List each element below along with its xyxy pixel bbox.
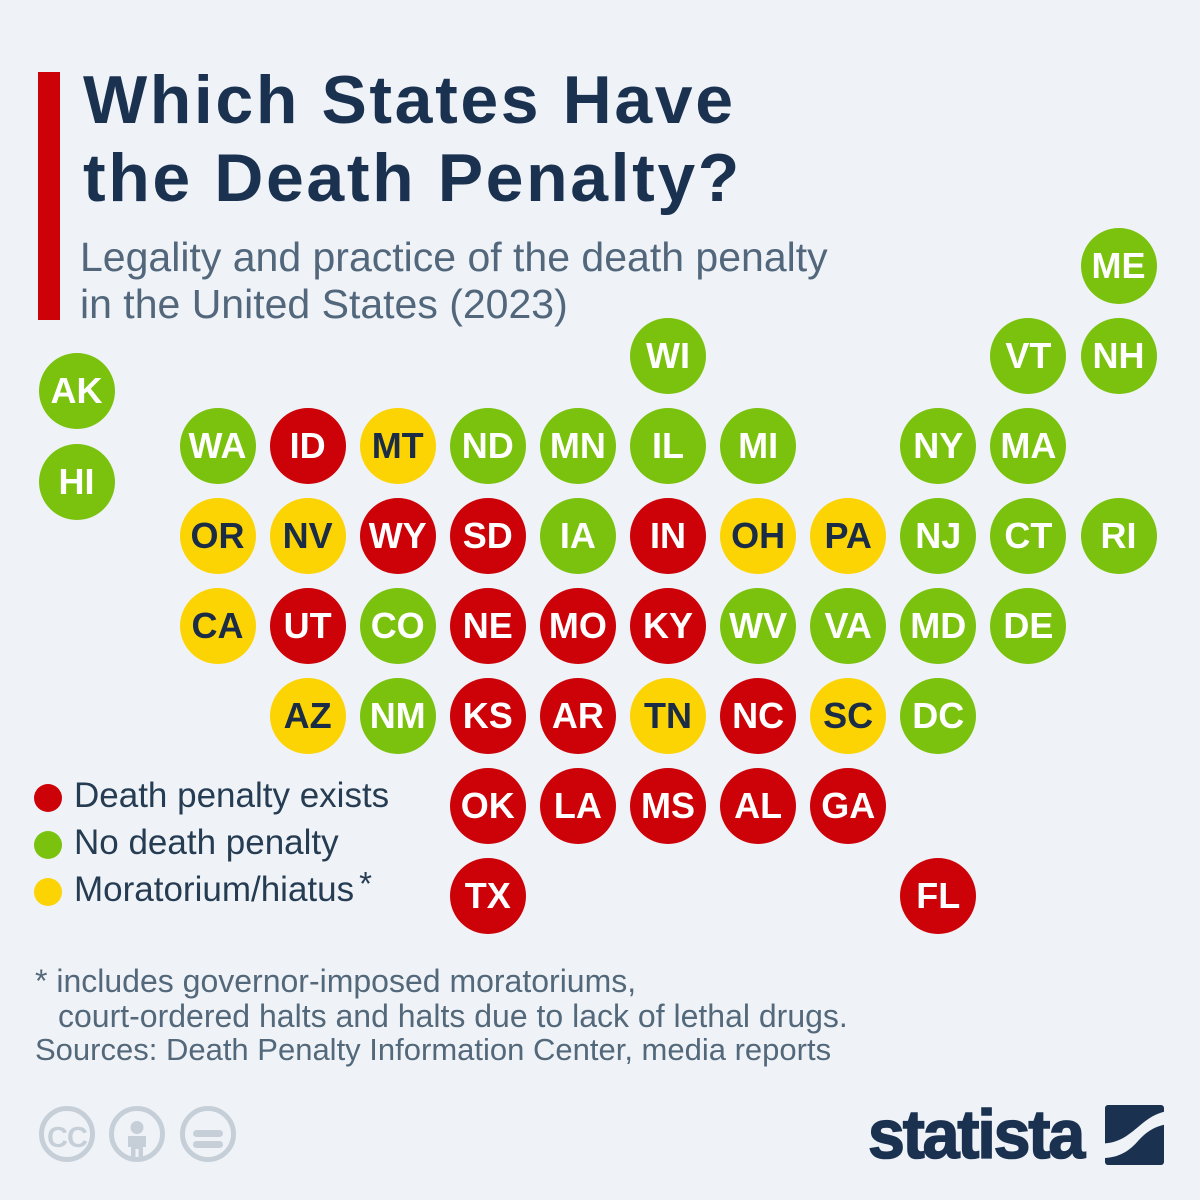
svg-text:CC: CC: [47, 1122, 88, 1154]
